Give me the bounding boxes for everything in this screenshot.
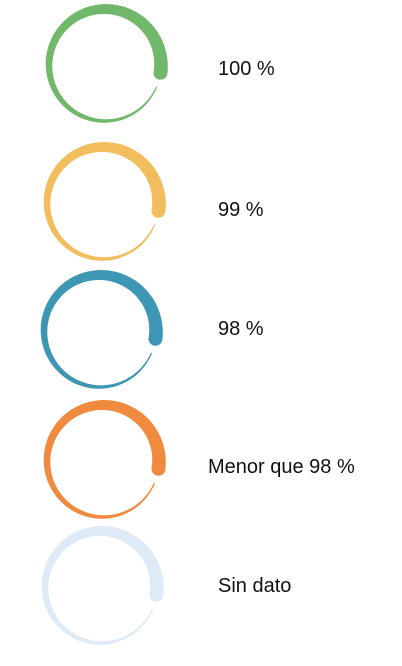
- legend-label: Sin dato: [218, 575, 292, 597]
- ring-icon: [43, 400, 166, 519]
- legend-label: 100 %: [218, 58, 275, 80]
- ring-icon: [45, 4, 168, 123]
- ring-icon: [43, 142, 166, 261]
- legend-label: 98 %: [218, 318, 264, 340]
- ring-icon: [41, 526, 164, 645]
- ring-icon: [40, 270, 163, 389]
- legend-label: Menor que 98 %: [208, 456, 355, 478]
- legend-label: 99 %: [218, 199, 264, 221]
